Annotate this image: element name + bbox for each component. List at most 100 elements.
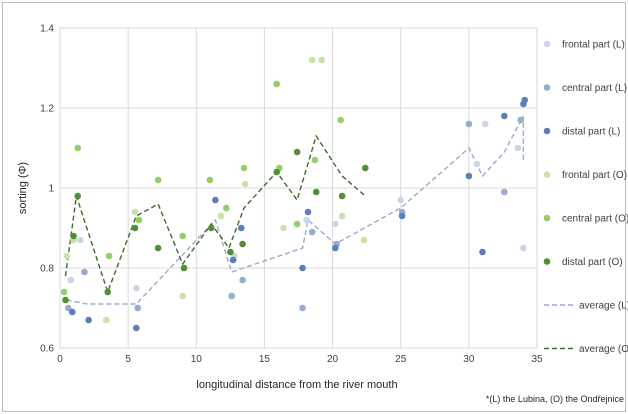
legend-marker-swatch	[543, 84, 551, 91]
point-frontal-part-l	[303, 216, 311, 224]
point-frontal-part-o	[338, 212, 346, 220]
point-distal-part-l	[69, 308, 76, 316]
point-frontal-part-o	[131, 208, 139, 216]
legend-label: average (L)	[579, 301, 628, 312]
average-lines	[64, 115, 525, 305]
point-frontal-part-l	[67, 276, 75, 284]
point-distal-part-o	[362, 164, 369, 172]
point-central-part-o	[206, 176, 214, 184]
legend: frontal part (L) central part (L) distal p…	[543, 40, 628, 355]
legend-entry: central part (O)	[543, 214, 628, 225]
point-central-part-o	[311, 156, 319, 164]
legend-label: central part (L)	[562, 83, 627, 94]
point-distal-part-o	[154, 244, 162, 252]
point-central-part-l	[517, 116, 524, 124]
point-frontal-part-o	[179, 292, 186, 300]
legend-label: average (O)	[579, 344, 628, 355]
point-frontal-part-l	[473, 160, 481, 168]
legend-marker-swatch	[543, 214, 551, 222]
x-tick-label: 30	[463, 354, 475, 365]
point-central-part-o	[293, 220, 301, 228]
point-frontal-part-o	[217, 212, 225, 220]
point-central-part-l	[228, 292, 235, 300]
legend-entry: frontal part (L)	[543, 40, 625, 51]
point-distal-part-o	[239, 240, 246, 248]
point-central-part-o	[337, 116, 345, 124]
point-distal-part-o	[312, 188, 320, 196]
point-frontal-part-o	[242, 180, 249, 188]
y-tick-label: 0.8	[40, 264, 54, 275]
point-central-part-o	[105, 252, 113, 260]
point-distal-part-o	[273, 168, 281, 176]
point-central-part-o	[273, 80, 281, 88]
legend-marker-swatch	[543, 258, 551, 265]
y-axis-title: sorting (Φ)	[17, 162, 29, 214]
point-central-part-o	[135, 216, 143, 224]
y-axis-ticks: 0.6 0.8 1 1.2 1.4	[40, 24, 54, 355]
point-central-part-o	[154, 176, 162, 184]
point-central-part-l	[501, 188, 508, 196]
point-distal-part-o	[293, 148, 301, 156]
x-tick-label: 5	[125, 354, 131, 365]
point-distal-part-o	[180, 264, 188, 272]
point-central-part-l	[64, 304, 72, 312]
x-tick-label: 0	[57, 354, 63, 365]
point-distal-part-l	[501, 112, 508, 120]
point-distal-part-o	[338, 192, 346, 200]
point-central-part-l	[299, 304, 306, 312]
point-distal-part-l	[332, 244, 339, 252]
point-central-part-l	[308, 228, 316, 236]
x-tick-label: 15	[259, 354, 271, 365]
point-frontal-part-l	[520, 244, 527, 252]
legend-entry: average (L)	[544, 301, 628, 312]
point-frontal-part-l	[514, 144, 522, 152]
point-distal-part-o	[74, 192, 81, 200]
point-central-part-o	[223, 204, 230, 212]
footnote: *(L) the Lubina, (O) the Ondřejnice	[486, 394, 624, 404]
x-tick-label: 10	[191, 354, 203, 365]
gridlines	[59, 27, 538, 349]
point-distal-part-o	[104, 288, 111, 296]
legend-label: distal part (O)	[562, 257, 623, 268]
point-distal-part-l	[479, 248, 486, 256]
legend-label: distal part (L)	[562, 127, 620, 138]
x-axis-ticks: 0 5 10 15 20 25 30 35	[57, 354, 543, 365]
y-tick-label: 1.4	[40, 24, 54, 35]
point-central-part-l	[81, 268, 88, 276]
point-frontal-part-l	[397, 196, 405, 204]
point-central-part-o	[74, 144, 81, 152]
legend-entry: distal part (L)	[543, 127, 620, 138]
point-frontal-part-o	[308, 56, 316, 64]
point-frontal-part-l	[481, 120, 489, 128]
point-frontal-part-l	[332, 220, 339, 228]
legend-marker-swatch	[543, 127, 551, 135]
point-distal-part-o	[62, 296, 69, 304]
point-distal-part-l	[465, 172, 473, 180]
legend-label: central part (O)	[562, 214, 628, 225]
point-distal-part-l	[229, 256, 237, 264]
point-distal-part-o	[227, 248, 234, 256]
point-distal-part-o	[131, 224, 139, 232]
point-central-part-o	[179, 232, 186, 240]
point-central-part-l	[134, 304, 141, 312]
x-tick-label: 25	[395, 354, 407, 365]
point-frontal-part-o	[280, 224, 287, 232]
point-frontal-part-o	[360, 236, 368, 244]
y-tick-label: 1	[48, 184, 54, 195]
legend-entry: central part (L)	[543, 83, 627, 94]
x-tick-label: 20	[327, 354, 339, 365]
point-central-part-o	[60, 288, 68, 296]
legend-marker-swatch	[543, 171, 551, 178]
legend-entry: distal part (O)	[543, 257, 623, 268]
point-distal-part-l	[85, 316, 92, 324]
point-distal-part-o	[208, 224, 215, 232]
point-distal-part-l	[398, 212, 406, 220]
point-distal-part-l	[299, 264, 306, 272]
legend-label: frontal part (L)	[562, 40, 625, 51]
series-line-average-l	[66, 115, 525, 305]
series-line-average-o	[64, 134, 366, 295]
point-frontal-part-o	[318, 56, 326, 64]
legend-entry: frontal part (O)	[543, 170, 627, 181]
